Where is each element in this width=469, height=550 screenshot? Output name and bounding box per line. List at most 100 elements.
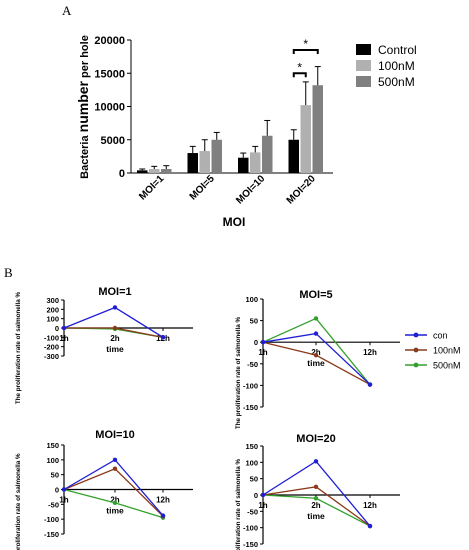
y-tick-label: -100: [44, 515, 59, 524]
y-axis-label: The proliferation rate of salmonella %: [235, 458, 242, 550]
y-tick-label: 100: [46, 456, 59, 465]
data-point-con: [160, 513, 166, 518]
significance-bracket: [292, 48, 319, 54]
x-tick-label: 1h: [59, 496, 68, 505]
y-tick-label: -100: [243, 381, 258, 390]
data-point-con: [260, 492, 266, 498]
y-tick-label: 20000: [94, 35, 125, 47]
bar-100nm-moi=1: [149, 169, 160, 173]
data-point-con: [61, 487, 67, 492]
panel-b-letter: B: [4, 265, 13, 280]
data-point-500nm: [313, 316, 319, 321]
x-tick-label: 2h: [311, 501, 320, 510]
x-tick-label: 2h: [311, 348, 320, 357]
legend-label: 500nM: [433, 361, 461, 371]
y-tick-label: 200: [46, 305, 59, 314]
data-point-100nm: [112, 325, 118, 331]
y-tick-label: 300: [46, 296, 59, 305]
significance-star: *: [303, 37, 308, 51]
data-point-con: [367, 523, 373, 529]
bar-500nm-moi=5: [211, 139, 222, 173]
y-axis-label: The proliferation rate of salmonella %: [15, 291, 22, 404]
data-point-100nm: [112, 466, 118, 471]
bar-control-moi=5: [187, 153, 198, 173]
bar-control-moi=20: [288, 139, 299, 173]
y-axis-label: The proliferation rate of salmonella %: [15, 453, 22, 550]
subplot-title: MOI=10: [95, 429, 134, 441]
y-tick-label: -50: [247, 360, 258, 369]
y-tick-label: -50: [48, 500, 59, 509]
y-tick-label: -100: [44, 333, 59, 342]
y-tick-label: 5000: [101, 135, 125, 147]
legend-swatch: [356, 44, 371, 55]
bar-100nm-moi=20: [300, 105, 311, 173]
data-point-100nm: [313, 352, 319, 358]
y-tick-label: 150: [46, 441, 59, 450]
bar-500nm-moi=10: [262, 135, 273, 173]
legend-label: 100nM: [433, 346, 461, 356]
y-tick-label: -300: [44, 352, 59, 361]
bar-100nm-moi=10: [250, 152, 261, 173]
x-tick-label: 12h: [363, 348, 377, 357]
x-axis-label: time: [106, 344, 124, 354]
x-tick-label: 1h: [59, 334, 68, 343]
panel-a-letter: A: [62, 3, 72, 18]
x-tick-label: 1h: [258, 348, 267, 357]
x-tick-label: 1h: [258, 501, 267, 510]
y-tick-label: -150: [44, 530, 59, 539]
y-tick-label: -50: [247, 507, 258, 516]
legend-label: Control: [378, 43, 417, 57]
data-point-500nm: [112, 500, 118, 506]
bar-500nm-moi=1: [161, 169, 172, 173]
data-point-con: [313, 459, 319, 464]
significance-star: *: [297, 60, 302, 74]
y-tick-label: 50: [250, 475, 258, 484]
y-tick-label: -200: [44, 343, 59, 352]
data-point-con: [313, 331, 319, 336]
y-tick-label: 15000: [94, 68, 125, 80]
data-point-500nm: [313, 496, 319, 501]
legend-label: con: [433, 331, 448, 341]
y-tick-label: -100: [243, 524, 258, 533]
legend-label: 100nM: [378, 59, 415, 73]
legend-label: 500nM: [378, 75, 415, 89]
x-axis-label: MOI: [223, 215, 246, 229]
y-tick-label: 50: [250, 317, 258, 326]
legend-marker: [413, 362, 419, 368]
x-tick-label: 2h: [110, 334, 119, 343]
data-point-con: [160, 335, 166, 340]
y-tick-label: 10000: [94, 102, 125, 114]
x-tick-label: 12h: [156, 496, 170, 505]
y-tick-label: 0: [119, 168, 125, 180]
y-tick-label: 150: [245, 442, 258, 451]
bar-control-moi=1: [137, 170, 148, 173]
x-tick-label: 12h: [363, 501, 377, 510]
data-point-con: [367, 382, 373, 387]
bar-500nm-moi=20: [312, 85, 323, 173]
x-tick-label: 2h: [110, 496, 119, 505]
x-axis-label: time: [307, 358, 325, 368]
y-tick-label: 0: [55, 486, 59, 495]
y-tick-label: 100: [245, 458, 258, 467]
y-tick-label: 100: [245, 295, 258, 304]
y-tick-label: 100: [46, 315, 59, 324]
legend-marker: [413, 347, 419, 353]
legend-marker: [413, 332, 419, 338]
y-tick-label: -150: [243, 403, 258, 412]
series-line-con: [63, 306, 164, 338]
y-tick-label: 0: [55, 324, 59, 333]
legend-swatch: [356, 60, 371, 71]
subplot-title: MOI=5: [299, 289, 332, 301]
y-tick-label: -150: [243, 540, 258, 549]
data-point-100nm: [313, 484, 319, 490]
subplot-title: MOI=20: [296, 433, 335, 445]
data-point-con: [112, 457, 118, 463]
significance-bracket: [292, 72, 307, 78]
y-axis-label: The proliferation rate of salmonella %: [235, 316, 242, 429]
x-axis-label: time: [106, 506, 124, 516]
y-tick-label: 0: [254, 338, 258, 347]
x-axis-label: time: [307, 511, 325, 521]
data-point-con: [260, 340, 266, 345]
